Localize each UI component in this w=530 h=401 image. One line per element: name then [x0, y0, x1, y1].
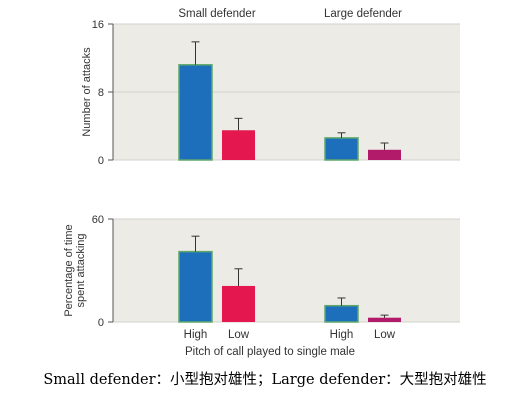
- panel1-group-label-large: Large defender: [324, 8, 402, 20]
- figure-caption: Small defender：小型抱对雄性；Large defender：大型抱…: [43, 372, 487, 388]
- panel1-y-axis-label-line: Number of attacks: [81, 47, 93, 137]
- panel2-bar-small-high: [178, 250, 213, 323]
- panel2-y-tick-label-0: 0: [98, 317, 104, 329]
- panel1-bar-large-high: [324, 137, 359, 161]
- panel1-bar-small-high: [178, 64, 213, 161]
- x-axis-label: Pitch of call played to single male: [185, 346, 355, 358]
- panel1-y-tick-label-16: 16: [92, 19, 104, 31]
- panel2-bar-large-high: [324, 304, 359, 323]
- panel2-bar-large-low: [368, 317, 401, 322]
- panel2-category-label-large-low: Low: [374, 329, 396, 341]
- panel2-category-label-small-low: Low: [228, 329, 250, 341]
- panel1-bar-large-low: [368, 149, 401, 160]
- panel2-y-axis-label-line: spent attacking: [75, 234, 87, 308]
- panel1-y-tick-label-8: 8: [98, 87, 104, 99]
- panel1-y-axis-label: Number of attacks: [81, 47, 93, 137]
- panel1-y-tick-label-0: 0: [98, 155, 104, 167]
- panel1-group-label-small: Small defender: [178, 8, 256, 20]
- bar-chart-figure: 0 8 16 Number of attacks Small defender Large…: [63, 8, 460, 358]
- panel2-category-label-small-high: High: [184, 329, 208, 341]
- panel1-bar-small-low: [222, 130, 255, 160]
- panel2-bar-small-low: [222, 285, 255, 322]
- panel2-plot-background: [113, 219, 460, 322]
- panel2-category-label-large-high: High: [330, 329, 354, 341]
- panel2-y-tick-label-60: 60: [92, 214, 104, 226]
- panel2-y-axis-label-line: Percentage of time: [63, 224, 75, 316]
- panel2-y-axis-label: Percentage of timespent attacking: [63, 224, 87, 316]
